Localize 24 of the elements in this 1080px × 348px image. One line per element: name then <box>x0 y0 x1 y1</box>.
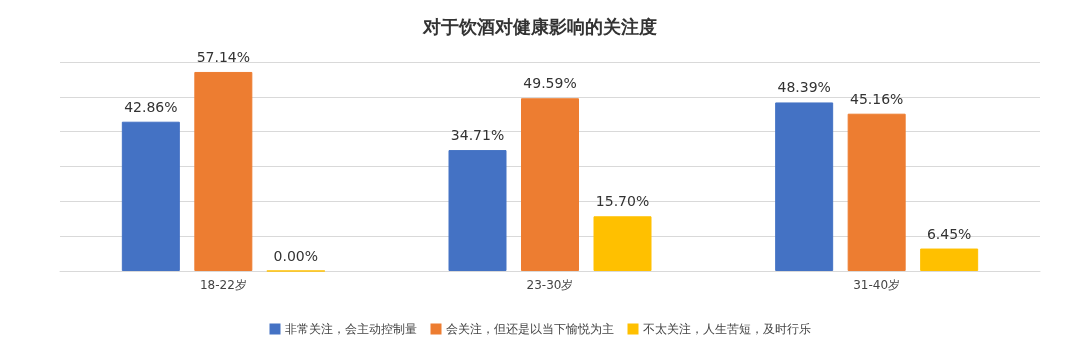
data-label: 48.39% <box>777 79 831 96</box>
data-label: 57.14% <box>196 48 251 65</box>
bar <box>775 102 834 271</box>
bar <box>847 113 906 271</box>
data-label: 6.45% <box>926 225 972 242</box>
bar <box>593 216 652 271</box>
data-label: 42.86% <box>124 98 178 115</box>
data-label: 34.71% <box>450 127 505 144</box>
bar <box>121 121 180 271</box>
legend-label: 非常关注，会主动控制量 <box>284 322 417 336</box>
x-tick-label: 18-22岁 <box>199 278 247 292</box>
data-label: 15.70% <box>595 193 650 210</box>
legend-label: 不太关注，人生苦短，及时行乐 <box>642 322 811 336</box>
bar <box>448 150 507 271</box>
data-label: 45.16% <box>849 90 904 107</box>
chart-title: 对于饮酒对健康影响的关注度 <box>422 15 657 37</box>
bar <box>194 71 253 271</box>
x-tick-label: 23-30岁 <box>526 278 574 292</box>
bar <box>920 248 979 271</box>
bar <box>521 98 579 271</box>
data-label: 0.00% <box>273 247 319 264</box>
data-label: 49.59% <box>523 75 577 92</box>
x-tick-label: 31-40岁 <box>853 278 901 292</box>
legend-label: 会关注，但还是以当下愉悦为主 <box>445 322 614 336</box>
